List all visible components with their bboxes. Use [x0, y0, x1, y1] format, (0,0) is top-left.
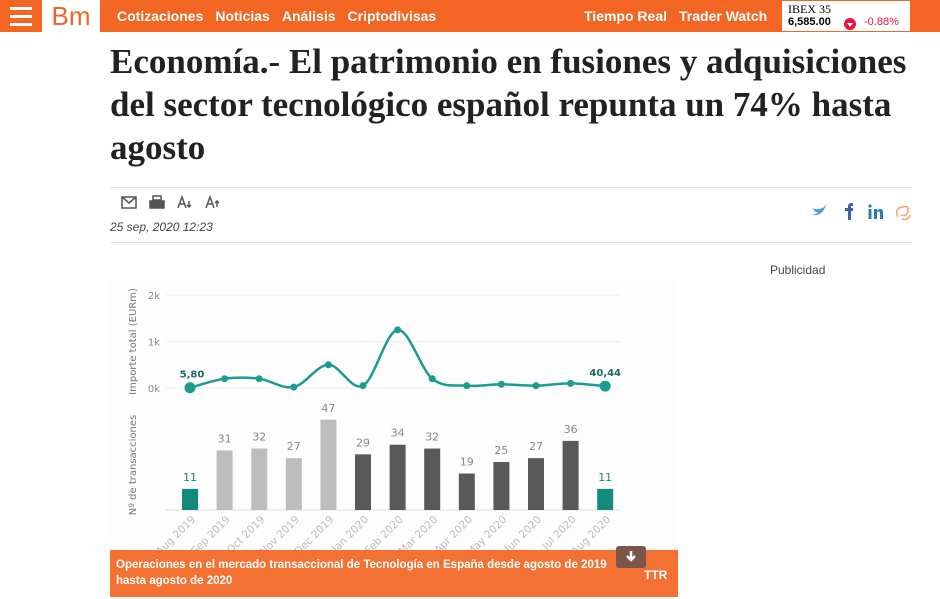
bar [493, 462, 510, 510]
data-label: 47 [321, 402, 335, 415]
nav-link[interactable]: Cotizaciones [117, 8, 204, 24]
article-date: 25 sep, 2020 12:23 [110, 220, 213, 234]
chart: Importe total (EURm) 0k 1k 2k 5,80 40,44 Nº de… [128, 288, 621, 559]
point [428, 375, 436, 383]
y-tick-label: 2k [148, 291, 160, 302]
article-figure: Importe total (EURm) 0k 1k 2k 5,80 40,44 Nº de… [110, 280, 678, 597]
ad-label: Publicidad [770, 263, 826, 277]
bar [562, 440, 579, 510]
ticker-icon [844, 18, 856, 30]
point [184, 382, 196, 394]
data-label: 27 [529, 440, 543, 453]
email-icon[interactable] [121, 196, 137, 209]
line [189, 328, 606, 389]
data-label: 11 [183, 471, 197, 484]
bar [285, 458, 302, 510]
data-label: 29 [356, 436, 370, 449]
bar [458, 473, 475, 510]
nav: Cotizaciones Noticias Análisis Criptodivisa… [117, 8, 448, 26]
ticker[interactable]: IBEX 35 6,585.00 -0.88% [782, 1, 910, 31]
font-larger[interactable] [205, 194, 220, 209]
article-title: Economía.- El patrimonio en fusiones y a… [110, 42, 907, 167]
linkedin-icon[interactable] [868, 204, 883, 219]
ticker-change: -0.88% [864, 16, 899, 28]
bar [182, 488, 198, 510]
caption: Operaciones en el mercado transaccional … [116, 559, 607, 587]
divider [110, 187, 912, 188]
data-label: 40,44 [589, 368, 621, 379]
top-bar: Bm Cotizaciones Noticias Análisis Criptodiv… [0, 0, 940, 32]
social-icons [812, 203, 911, 221]
bar [528, 458, 544, 510]
point [290, 383, 298, 391]
y-tick-label: 1k [148, 338, 160, 349]
bar [597, 488, 614, 510]
point [567, 379, 575, 387]
caption-bar: Operaciones en el mercado transaccional … [110, 546, 678, 597]
data-label: 5,80 [180, 370, 205, 381]
toolbar [121, 194, 220, 209]
bar [216, 450, 233, 510]
bar [389, 444, 406, 510]
twitter-icon[interactable] [812, 205, 826, 216]
font-smaller[interactable] [177, 194, 192, 209]
data-label: 32 [425, 431, 439, 444]
y-axis-label: Nº de transacciones [128, 415, 139, 515]
y-tick-label: 0k [148, 384, 160, 395]
download-icon[interactable] [616, 546, 648, 570]
print-icon[interactable] [149, 200, 165, 209]
point [394, 326, 402, 334]
nav-link[interactable]: Criptodivisas [347, 8, 437, 24]
share-icon[interactable] [895, 205, 911, 221]
nav-link[interactable]: Tiempo Real [584, 8, 667, 24]
y-axis-label: Importe total (EURm) [128, 288, 139, 395]
data-label: 32 [252, 431, 266, 444]
data-label: 31 [218, 432, 232, 445]
point [221, 375, 229, 383]
nav-right: Tiempo Real Trader Watch [584, 8, 779, 26]
data-label: 34 [391, 427, 405, 440]
nav-link[interactable]: Noticias [215, 8, 270, 24]
data-label: 25 [494, 444, 508, 457]
facebook-icon[interactable] [845, 203, 853, 220]
menu-button[interactable] [0, 0, 40, 32]
menu-icon [10, 7, 32, 26]
data-label: 27 [287, 440, 301, 453]
point [532, 382, 540, 390]
data-label: 19 [460, 456, 474, 469]
point [255, 375, 263, 383]
divider [110, 242, 912, 243]
point [324, 361, 332, 369]
nav-link[interactable]: Análisis [281, 8, 336, 24]
bar [320, 419, 337, 510]
logo[interactable]: Bm [42, 0, 100, 32]
data-label: 36 [564, 423, 578, 436]
bar [424, 448, 441, 510]
ticker-name: IBEX 35 [788, 2, 831, 16]
nav-link[interactable]: Trader Watch [679, 8, 768, 24]
caption-source: TTR [644, 568, 668, 582]
point [359, 382, 367, 390]
data-label: 11 [598, 471, 612, 484]
point [463, 382, 471, 390]
point [599, 380, 611, 392]
ticker-value: 6,585.00 [788, 16, 831, 28]
bar [251, 448, 268, 510]
bar [355, 454, 371, 510]
point [497, 380, 505, 388]
